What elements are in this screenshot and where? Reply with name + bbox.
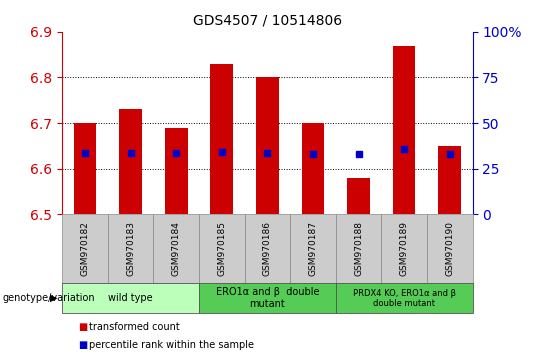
Bar	[119, 109, 142, 214]
Text: percentile rank within the sample: percentile rank within the sample	[89, 340, 254, 350]
Bar	[438, 146, 461, 214]
Text: GSM970183: GSM970183	[126, 221, 135, 276]
Text: ■: ■	[78, 340, 87, 350]
Text: GSM970187: GSM970187	[308, 221, 318, 276]
Text: GSM970182: GSM970182	[80, 221, 90, 276]
Text: ■: ■	[78, 322, 87, 332]
Text: ERO1α and β  double
mutant: ERO1α and β double mutant	[215, 287, 319, 309]
Text: GSM970186: GSM970186	[263, 221, 272, 276]
Text: GSM970189: GSM970189	[400, 221, 409, 276]
Text: genotype/variation: genotype/variation	[3, 293, 96, 303]
Text: GSM970188: GSM970188	[354, 221, 363, 276]
Text: GSM970184: GSM970184	[172, 221, 180, 276]
Text: PRDX4 KO, ERO1α and β
double mutant: PRDX4 KO, ERO1α and β double mutant	[353, 289, 456, 308]
Bar	[165, 127, 187, 214]
Bar	[210, 64, 233, 214]
Text: ▶: ▶	[50, 293, 58, 303]
Bar	[73, 123, 96, 214]
Text: GSM970185: GSM970185	[217, 221, 226, 276]
Title: GDS4507 / 10514806: GDS4507 / 10514806	[193, 14, 342, 28]
Bar	[347, 178, 370, 214]
Text: wild type: wild type	[108, 293, 153, 303]
Bar	[393, 46, 415, 214]
Text: transformed count: transformed count	[89, 322, 180, 332]
Bar	[256, 78, 279, 214]
Bar	[301, 123, 325, 214]
Text: GSM970190: GSM970190	[445, 221, 454, 276]
